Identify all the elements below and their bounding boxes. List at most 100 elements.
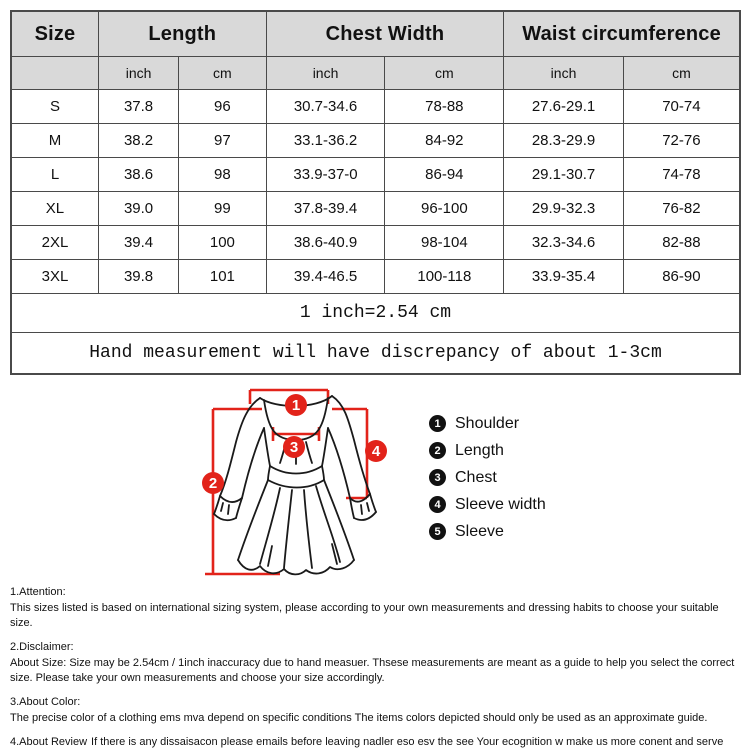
legend-item-sleeve-width: 4 Sleeve width: [429, 496, 546, 513]
legend-label: Length: [455, 441, 504, 459]
value-cell: 33.9-35.4: [503, 259, 624, 294]
value-cell: 74-78: [622, 157, 741, 192]
note-title: 1.Attention:: [10, 586, 66, 598]
table-head: Size Length Chest Width Waist circumference…: [10, 10, 741, 90]
size-cell: XL: [10, 191, 99, 226]
value-cell: 86-94: [384, 157, 505, 192]
value-cell: 38.2: [97, 123, 180, 158]
value-cell: 82-88: [622, 225, 741, 260]
value-cell: 33.9-37-0: [265, 157, 386, 192]
note-body: The precise color of a clothing ems mva …: [10, 712, 708, 724]
dress-drawing: [213, 395, 377, 576]
table-row: S 37.8 96 30.7-34.6 78-88 27.6-29.1 70-74: [10, 89, 741, 124]
value-cell: 39.8: [97, 259, 180, 294]
marker-badges: 1 2 3 4: [202, 394, 387, 494]
size-table: Size Length Chest Width Waist circumference…: [10, 10, 741, 375]
legend-number-badge: 2: [429, 442, 446, 459]
value-cell: 29.1-30.7: [503, 157, 624, 192]
value-cell: 100-118: [384, 259, 505, 294]
value-cell: 32.3-34.6: [503, 225, 624, 260]
note-title: 4.About Review: [10, 736, 88, 748]
value-cell: 98-104: [384, 225, 505, 260]
value-cell: 28.3-29.9: [503, 123, 624, 158]
value-cell: 30.7-34.6: [265, 89, 386, 124]
legend-item-chest: 3 Chest: [429, 469, 546, 486]
legend-number-badge: 3: [429, 469, 446, 486]
marker-2: 2: [209, 475, 217, 492]
value-cell: 29.9-32.3: [503, 191, 624, 226]
table-row: 3XL 39.8 101 39.4-46.5 100-118 33.9-35.4 86-90: [10, 259, 741, 294]
measurement-note: Hand measurement will have discrepancy o…: [10, 332, 741, 375]
notes-section: 1.Attention: This sizes listed is based o…: [0, 581, 750, 750]
value-cell: 99: [178, 191, 267, 226]
note-body: If there is any dissaisacon please email…: [91, 736, 724, 748]
table-row: L 38.6 98 33.9-37-0 86-94 29.1-30.7 74-78: [10, 157, 741, 192]
measurement-diagram-section: 1 2 3 4 1 Shoulder 2 Length 3 Chest 4 Sleeve wi…: [0, 375, 750, 581]
conversion-note: 1 inch=2.54 cm: [10, 293, 741, 333]
size-cell: S: [10, 89, 99, 124]
marker-3: 3: [290, 439, 298, 456]
value-cell: 86-90: [622, 259, 741, 294]
value-cell: 97: [178, 123, 267, 158]
value-cell: 38.6-40.9: [265, 225, 386, 260]
value-cell: 33.1-36.2: [265, 123, 386, 158]
note-1: 1.Attention: This sizes listed is based o…: [10, 585, 740, 631]
legend-label: Sleeve width: [455, 495, 546, 513]
value-cell: 100: [178, 225, 267, 260]
unit-header-inch: inch: [503, 56, 624, 90]
table-unit-row: inch cm inch cm inch cm: [10, 56, 741, 90]
legend-label: Shoulder: [455, 414, 520, 432]
size-cell: L: [10, 157, 99, 192]
col-header-length: Length: [97, 10, 267, 57]
table-row: 2XL 39.4 100 38.6-40.9 98-104 32.3-34.6 82-88: [10, 225, 741, 260]
value-cell: 70-74: [622, 89, 741, 124]
value-cell: 78-88: [384, 89, 505, 124]
note-body: About Size: Size may be 2.54cm / 1inch i…: [10, 657, 735, 684]
legend-number-badge: 5: [429, 523, 446, 540]
legend-item-length: 2 Length: [429, 442, 546, 459]
size-cell: 2XL: [10, 225, 99, 260]
table-row: M 38.2 97 33.1-36.2 84-92 28.3-29.9 72-76: [10, 123, 741, 158]
value-cell: 98: [178, 157, 267, 192]
value-cell: 39.0: [97, 191, 180, 226]
table-row: XL 39.0 99 37.8-39.4 96-100 29.9-32.3 76-82: [10, 191, 741, 226]
marker-1: 1: [292, 397, 300, 414]
value-cell: 96-100: [384, 191, 505, 226]
value-cell: 38.6: [97, 157, 180, 192]
value-cell: 76-82: [622, 191, 741, 226]
value-cell: 37.8-39.4: [265, 191, 386, 226]
dress-diagram: 1 2 3 4: [202, 388, 387, 576]
unit-header-cm: cm: [384, 56, 505, 90]
unit-header-empty: [10, 56, 99, 90]
unit-header-inch: inch: [97, 56, 180, 90]
note-2: 2.Disclaimer: About Size: Size may be 2.5…: [10, 640, 740, 686]
note-title: 2.Disclaimer:: [10, 641, 74, 653]
value-cell: 96: [178, 89, 267, 124]
note-body: This sizes listed is based on internatio…: [10, 602, 719, 629]
note-title: 3.About Color:: [10, 696, 81, 708]
note-3: 3.About Color: The precise color of a clo…: [10, 695, 740, 726]
col-header-waist-circumference: Waist circumference: [503, 10, 741, 57]
table-body: S 37.8 96 30.7-34.6 78-88 27.6-29.1 70-74 M 38.2…: [10, 89, 741, 294]
legend-item-sleeve: 5 Sleeve: [429, 523, 546, 540]
table-foot: 1 inch=2.54 cm Hand measurement will hav…: [10, 293, 741, 375]
size-cell: M: [10, 123, 99, 158]
legend-label: Chest: [455, 468, 497, 486]
unit-header-cm: cm: [622, 56, 741, 90]
value-cell: 72-76: [622, 123, 741, 158]
unit-header-inch: inch: [265, 56, 386, 90]
legend-label: Sleeve: [455, 522, 504, 540]
value-cell: 84-92: [384, 123, 505, 158]
legend-number-badge: 1: [429, 415, 446, 432]
col-header-size: Size: [10, 10, 99, 57]
value-cell: 39.4: [97, 225, 180, 260]
measurement-legend: 1 Shoulder 2 Length 3 Chest 4 Sleeve width 5 Slee…: [429, 415, 546, 540]
table-header-row: Size Length Chest Width Waist circumference: [10, 10, 741, 57]
value-cell: 37.8: [97, 89, 180, 124]
legend-number-badge: 4: [429, 496, 446, 513]
size-cell: 3XL: [10, 259, 99, 294]
col-header-chest-width: Chest Width: [265, 10, 505, 57]
value-cell: 101: [178, 259, 267, 294]
size-table-section: Size Length Chest Width Waist circumference…: [10, 10, 741, 375]
